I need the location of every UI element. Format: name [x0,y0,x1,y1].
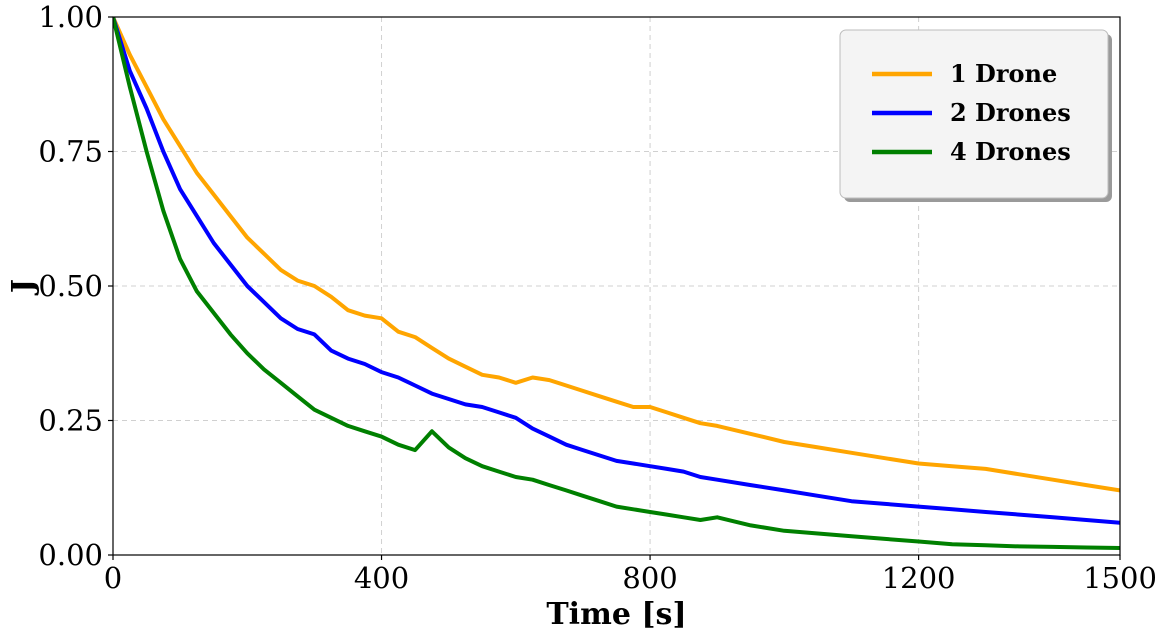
x-tick-label: 800 [622,561,677,595]
series-line-4-drones [113,17,1120,550]
y-axis-title: J [6,279,41,296]
legend-label: 2 Drones [950,98,1071,127]
y-tick-label: 0.00 [38,538,103,572]
y-tick-label: 0.75 [38,135,103,169]
series-layer [113,17,1120,550]
x-tick-label: 400 [354,561,409,595]
x-tick-label: 1200 [882,561,956,595]
legend-label: 4 Drones [950,137,1071,166]
y-tick-label: 0.50 [38,269,103,303]
x-axis-title: Time [s] [546,597,686,632]
y-tick-label: 0.25 [38,404,103,438]
series-line-2-drones [113,17,1120,525]
legend: 1 Drone 2 Drones 4 Drones [839,29,1112,202]
axis-ticks: 0 400 800 1200 1500 0.00 0.25 0.50 0.75 1.00 [38,0,1156,595]
series-line-1-drone [113,17,1120,493]
legend-label: 1 Drone [950,59,1057,88]
y-tick-label: 1.00 [38,0,103,34]
x-tick-label: 0 [104,561,122,595]
legend-items: 1 Drone 2 Drones 4 Drones [872,59,1071,166]
x-tick-label: 1500 [1083,561,1157,595]
